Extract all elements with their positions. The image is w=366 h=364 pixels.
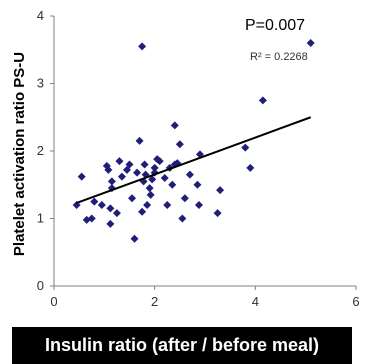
data-point [246, 163, 255, 172]
data-point [138, 207, 147, 216]
data-point [180, 194, 189, 203]
data-point [148, 175, 157, 184]
data-point [133, 168, 142, 177]
x-tick-label: 2 [151, 294, 158, 309]
data-point [163, 201, 172, 209]
trendline [76, 116, 312, 204]
p-value-annotation: P=0.007 [245, 17, 305, 34]
data-point [193, 180, 202, 189]
y-tick-label: 3 [37, 76, 44, 91]
data-point [117, 172, 126, 181]
data-point [216, 186, 225, 195]
data-point [175, 140, 184, 149]
y-axis-label: Platelet activation ratio PS-U [11, 52, 28, 256]
data-point [178, 214, 187, 223]
data-point [258, 96, 267, 105]
data-point [143, 201, 152, 209]
data-point [77, 172, 86, 181]
data-point [146, 190, 155, 199]
y-tick-label: 1 [37, 211, 44, 226]
y-tick-label: 4 [37, 8, 44, 23]
x-axis-ticks: 0 2 4 6 [50, 286, 360, 309]
plot-area: 0 1 2 3 4 0 2 4 6 [37, 8, 360, 309]
y-axis-ticks: 0 1 2 3 4 [37, 8, 54, 293]
x-axis-label-box: Insulin ratio (after / before meal) [12, 327, 352, 364]
data-point [160, 174, 169, 182]
y-tick-label: 2 [37, 143, 44, 158]
data-point [122, 165, 131, 174]
data-point [150, 163, 159, 172]
r-squared-annotation: R² = 0.2268 [250, 51, 308, 63]
data-point [104, 165, 113, 174]
data-points [72, 39, 315, 243]
x-tick-label: 0 [50, 294, 57, 309]
data-point [306, 39, 315, 47]
x-tick-label: 6 [352, 294, 359, 309]
data-point [106, 204, 115, 213]
data-point [128, 194, 137, 203]
data-point [115, 157, 124, 166]
data-point [194, 201, 203, 209]
data-point [135, 136, 144, 145]
data-point [145, 184, 154, 193]
data-point [87, 214, 96, 223]
data-point [97, 201, 106, 209]
data-point [213, 209, 222, 218]
data-point [170, 121, 179, 130]
data-point [140, 160, 149, 169]
data-point [130, 234, 139, 243]
x-tick-label: 4 [252, 294, 259, 309]
data-point [125, 160, 134, 169]
data-point [138, 42, 147, 51]
data-point [112, 209, 121, 218]
x-axis-label: Insulin ratio (after / before meal) [44, 335, 320, 355]
data-point [241, 143, 250, 152]
data-point [106, 219, 115, 228]
axes [53, 16, 356, 287]
data-point [185, 170, 194, 179]
data-point [168, 180, 177, 189]
data-point [107, 177, 116, 186]
y-tick-label: 0 [37, 278, 44, 293]
data-point [90, 197, 99, 206]
data-point [155, 157, 164, 166]
